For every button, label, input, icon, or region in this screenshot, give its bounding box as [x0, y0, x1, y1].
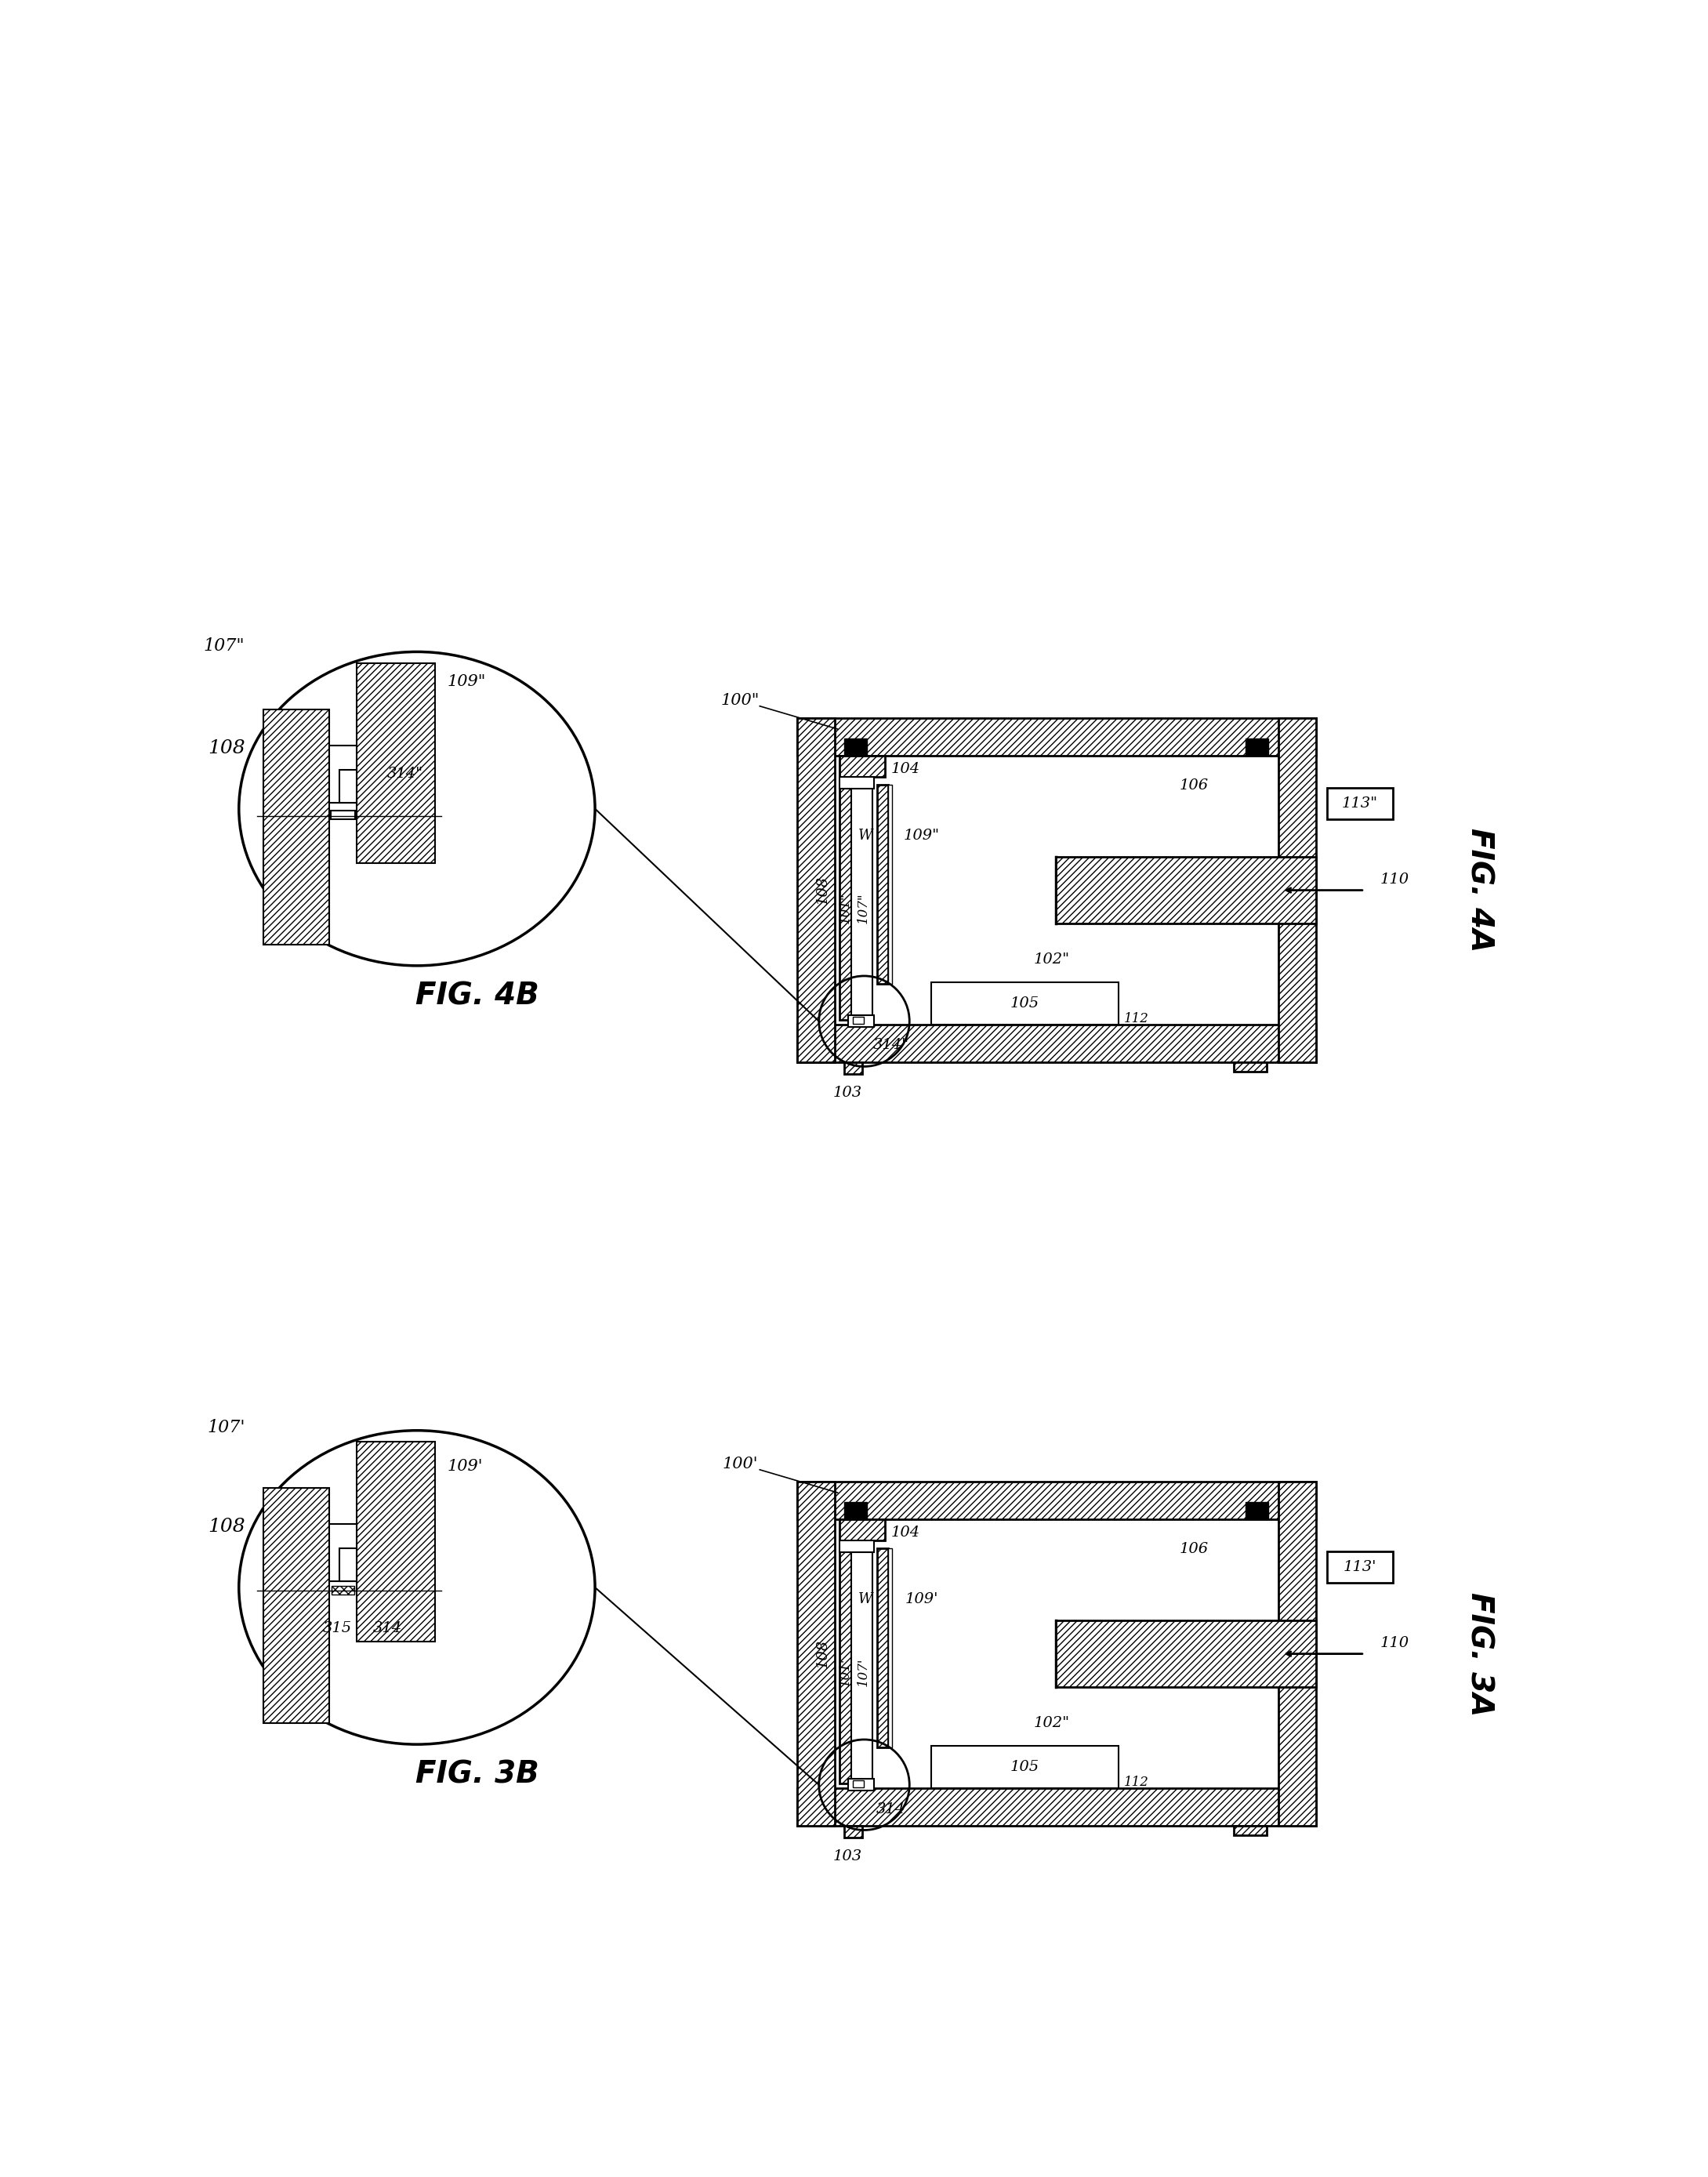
Text: 110: 110 [1380, 1635, 1409, 1650]
Bar [844, 1827, 863, 1837]
Bar [798, 718, 835, 1062]
Bar [798, 1789, 1317, 1827]
Bar [331, 1587, 354, 1596]
Bar [844, 1502, 868, 1520]
Bar [1233, 1062, 1267, 1071]
Text: FIG. 4B: FIG. 4B [415, 982, 540, 1010]
Text: 107': 107' [857, 1657, 871, 1687]
Bar [852, 1524, 873, 1783]
Bar [931, 1746, 1119, 1789]
Bar [849, 1014, 874, 1028]
Text: 110: 110 [1380, 873, 1409, 886]
Bar [835, 1520, 1279, 1789]
Bar [931, 982, 1119, 1025]
Ellipse shape [239, 651, 594, 967]
Bar [340, 768, 357, 803]
Bar [888, 1548, 892, 1748]
Bar [852, 1781, 864, 1787]
Bar [844, 738, 868, 755]
Text: W: W [857, 829, 873, 842]
Text: 100': 100' [722, 1456, 758, 1472]
Bar [357, 664, 436, 862]
Text: 112: 112 [1124, 1012, 1149, 1025]
Text: 107": 107" [857, 893, 871, 923]
FancyBboxPatch shape [1327, 788, 1394, 819]
Bar [798, 1483, 835, 1827]
Text: 100": 100" [721, 692, 758, 708]
Text: 112: 112 [1124, 1776, 1149, 1789]
Text: 109': 109' [447, 1459, 483, 1474]
Bar [839, 755, 885, 777]
Bar [330, 745, 357, 803]
Text: 314: 314 [876, 1803, 905, 1816]
Text: 113': 113' [1342, 1561, 1377, 1574]
Text: 314": 314" [873, 1038, 909, 1051]
Bar [839, 777, 874, 788]
Text: FIG. 3B: FIG. 3B [415, 1759, 540, 1789]
Text: 103: 103 [834, 1086, 863, 1099]
Text: FIG. 3A: FIG. 3A [1464, 1591, 1494, 1715]
Bar [263, 1487, 330, 1724]
Bar [1245, 1502, 1269, 1520]
Bar [849, 1779, 874, 1792]
Bar [878, 1548, 888, 1748]
Bar [331, 810, 355, 819]
Text: 105: 105 [1009, 997, 1038, 1010]
Bar [1279, 718, 1317, 1062]
Bar [844, 1062, 863, 1073]
Bar [798, 1483, 1317, 1520]
Text: FIG. 4A: FIG. 4A [1464, 827, 1494, 951]
Text: 102": 102" [1033, 1715, 1069, 1731]
Bar [888, 784, 892, 984]
Text: 109": 109" [447, 675, 485, 690]
Text: 108: 108 [815, 875, 830, 906]
Bar [839, 760, 852, 1021]
Bar [340, 1548, 357, 1581]
Bar [1245, 738, 1269, 755]
Text: 101': 101' [839, 1657, 852, 1687]
Bar [839, 1524, 852, 1783]
Text: 108: 108 [208, 1517, 244, 1537]
Bar [839, 1520, 885, 1541]
Text: 108: 108 [208, 740, 244, 758]
Text: 107": 107" [203, 638, 244, 655]
Text: 106: 106 [1180, 779, 1209, 792]
FancyBboxPatch shape [1327, 1552, 1394, 1583]
Text: 109': 109' [905, 1591, 938, 1607]
Bar [1056, 1620, 1317, 1687]
Bar [263, 710, 330, 945]
Bar [852, 1017, 864, 1023]
Bar [330, 1524, 357, 1581]
Text: 104: 104 [892, 762, 921, 775]
Text: 106: 106 [1180, 1541, 1209, 1557]
Bar [839, 1541, 874, 1552]
Text: 108: 108 [815, 1639, 830, 1668]
Ellipse shape [239, 1430, 594, 1744]
Bar [878, 784, 888, 984]
Bar [835, 755, 1279, 1025]
Text: 103: 103 [834, 1848, 863, 1864]
Bar [1056, 858, 1317, 923]
Text: 314": 314" [386, 766, 424, 782]
Text: 101": 101" [839, 893, 852, 923]
Text: 104: 104 [892, 1526, 921, 1539]
Text: W: W [857, 1591, 873, 1607]
Bar [1233, 1827, 1267, 1835]
Text: 102": 102" [1033, 954, 1069, 967]
Bar [1279, 1483, 1317, 1827]
Text: 105: 105 [1009, 1761, 1038, 1774]
Text: 107': 107' [207, 1419, 244, 1437]
Bar [852, 760, 873, 1021]
Bar [357, 1441, 436, 1641]
Text: 314: 314 [372, 1622, 401, 1635]
Text: 113": 113" [1341, 797, 1378, 810]
Text: 315: 315 [323, 1622, 352, 1635]
Bar [798, 1025, 1317, 1062]
Text: 109": 109" [904, 829, 939, 842]
Bar [798, 718, 1317, 755]
